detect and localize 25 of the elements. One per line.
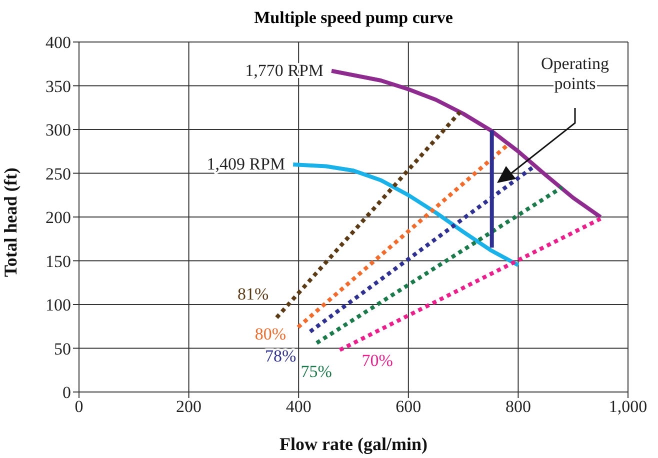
y-tick-label: 350 bbox=[46, 76, 71, 96]
y-tick-label: 0 bbox=[62, 383, 71, 402]
y-tick-label: 300 bbox=[46, 120, 71, 140]
line-series bbox=[291, 162, 520, 268]
x-tick-label: 800 bbox=[505, 397, 531, 416]
y-tick-label: 250 bbox=[46, 164, 71, 184]
series-label: 75% bbox=[300, 362, 332, 381]
y-tick-label: 50 bbox=[54, 339, 71, 358]
y-tick-label: 400 bbox=[46, 33, 71, 52]
x-tick-label: 1,000 bbox=[608, 397, 648, 416]
y-tick-label: 100 bbox=[46, 296, 71, 315]
series-label: 78% bbox=[264, 346, 296, 366]
chart-title: Multiple speed pump curve bbox=[253, 8, 454, 28]
series-label: 80% bbox=[254, 324, 286, 344]
x-tick-label: 200 bbox=[176, 397, 202, 416]
y-tick-label: 150 bbox=[46, 252, 71, 271]
x-tick-label: 0 bbox=[74, 397, 84, 416]
series-label: 81% bbox=[237, 284, 269, 304]
x-axis-title: Flow rate (gal/min) bbox=[280, 434, 428, 454]
x-tick-label: 400 bbox=[286, 397, 312, 416]
series-label: 70% bbox=[362, 351, 393, 370]
series-label: 1,409 RPM bbox=[206, 154, 286, 174]
y-tick-label: 200 bbox=[46, 208, 71, 228]
x-tick-label: 600 bbox=[396, 397, 422, 416]
y-axis-title: Total head (ft) bbox=[0, 168, 20, 277]
